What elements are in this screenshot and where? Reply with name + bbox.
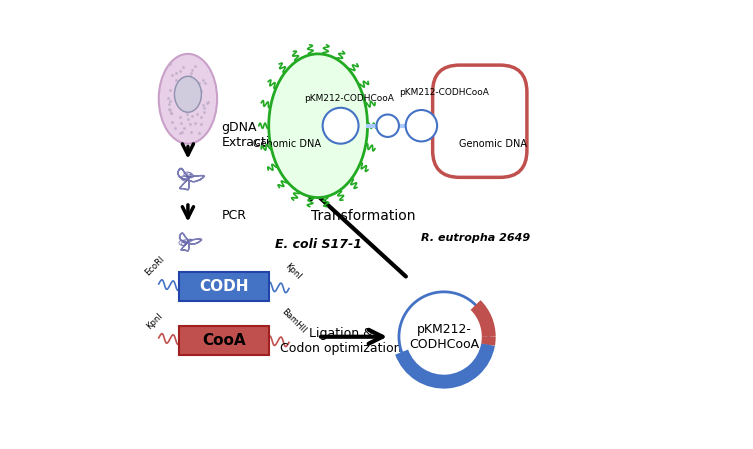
Text: E. coli S17-1: E. coli S17-1 [275,238,361,251]
Circle shape [322,108,358,144]
Text: BamHII: BamHII [279,308,307,335]
Circle shape [406,110,437,141]
Text: EcoRI: EcoRI [143,254,166,277]
Ellipse shape [175,76,201,112]
Text: pKM212-CODHCooA: pKM212-CODHCooA [399,88,489,97]
FancyBboxPatch shape [179,272,269,301]
Text: pKM212-CODHCooA: pKM212-CODHCooA [305,94,395,103]
FancyBboxPatch shape [179,326,269,355]
Text: Ligation &
Codon optimization: Ligation & Codon optimization [280,327,401,355]
Text: gDNA
Extraction: gDNA Extraction [221,121,285,149]
Text: Genomic DNA: Genomic DNA [253,139,321,149]
Text: Transformation: Transformation [311,208,416,223]
Text: KpnI: KpnI [284,262,303,282]
Text: CODH: CODH [199,279,248,294]
Ellipse shape [159,54,217,144]
Circle shape [376,114,399,137]
Ellipse shape [269,54,367,198]
Text: R. eutropha 2649: R. eutropha 2649 [421,233,530,243]
FancyBboxPatch shape [433,65,527,177]
Text: PCR: PCR [221,209,246,222]
Text: Genomic DNA: Genomic DNA [459,139,527,149]
Text: KpnI: KpnI [145,311,164,331]
Text: pKM212-
CODHCooA: pKM212- CODHCooA [409,323,479,351]
Text: CooA: CooA [202,333,245,348]
